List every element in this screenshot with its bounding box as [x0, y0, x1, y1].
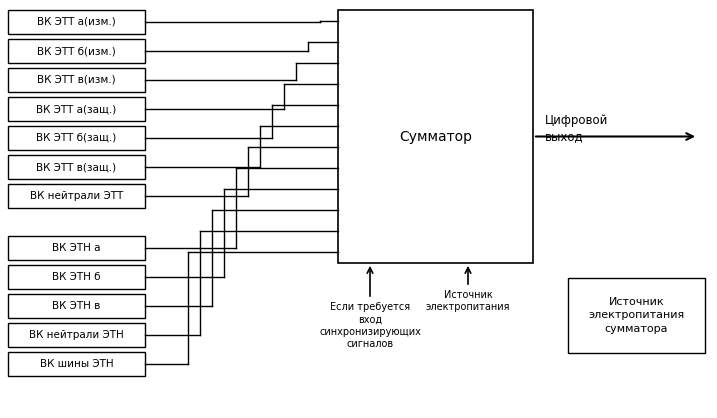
Text: ВК нейтрали ЭТТ: ВК нейтрали ЭТТ — [30, 191, 123, 201]
Bar — [8, 236, 145, 260]
Text: ВК ЭТТ в(защ.): ВК ЭТТ в(защ.) — [37, 162, 117, 172]
Text: Сумматор: Сумматор — [399, 130, 472, 143]
Bar — [8, 10, 145, 34]
Bar — [8, 323, 145, 347]
Text: ВК ЭТН б: ВК ЭТН б — [52, 272, 101, 282]
Bar — [8, 39, 145, 63]
Bar — [8, 352, 145, 376]
Text: ВК шины ЭТН: ВК шины ЭТН — [39, 359, 113, 369]
Text: ВК ЭТТ б(защ.): ВК ЭТТ б(защ.) — [37, 133, 117, 143]
Text: ВК ЭТТ а(защ.): ВК ЭТТ а(защ.) — [37, 104, 117, 114]
Bar — [8, 68, 145, 92]
Text: ВК нейтрали ЭТН: ВК нейтрали ЭТН — [29, 330, 124, 340]
Text: ВК ЭТТ в(изм.): ВК ЭТТ в(изм.) — [37, 75, 116, 85]
Text: Источник
электропитания
сумматора: Источник электропитания сумматора — [589, 297, 685, 334]
Text: ВК ЭТТ а(изм.): ВК ЭТТ а(изм.) — [37, 17, 116, 27]
Bar — [8, 265, 145, 289]
Text: ВК ЭТН а: ВК ЭТН а — [52, 243, 101, 253]
Bar — [8, 97, 145, 121]
Text: ВК ЭТТ б(изм.): ВК ЭТТ б(изм.) — [37, 46, 116, 56]
Bar — [8, 126, 145, 150]
Bar — [8, 294, 145, 318]
Text: Источник
электропитания: Источник электропитания — [426, 290, 511, 312]
Text: Если требуется
вход
синхронизирующих
сигналов: Если требуется вход синхронизирующих сиг… — [319, 302, 421, 349]
Text: Цифровой
выход: Цифровой выход — [545, 114, 609, 143]
Bar — [8, 155, 145, 179]
Bar — [568, 278, 705, 353]
Text: ВК ЭТН в: ВК ЭТН в — [52, 301, 100, 311]
Bar — [338, 10, 533, 263]
Bar — [8, 184, 145, 208]
